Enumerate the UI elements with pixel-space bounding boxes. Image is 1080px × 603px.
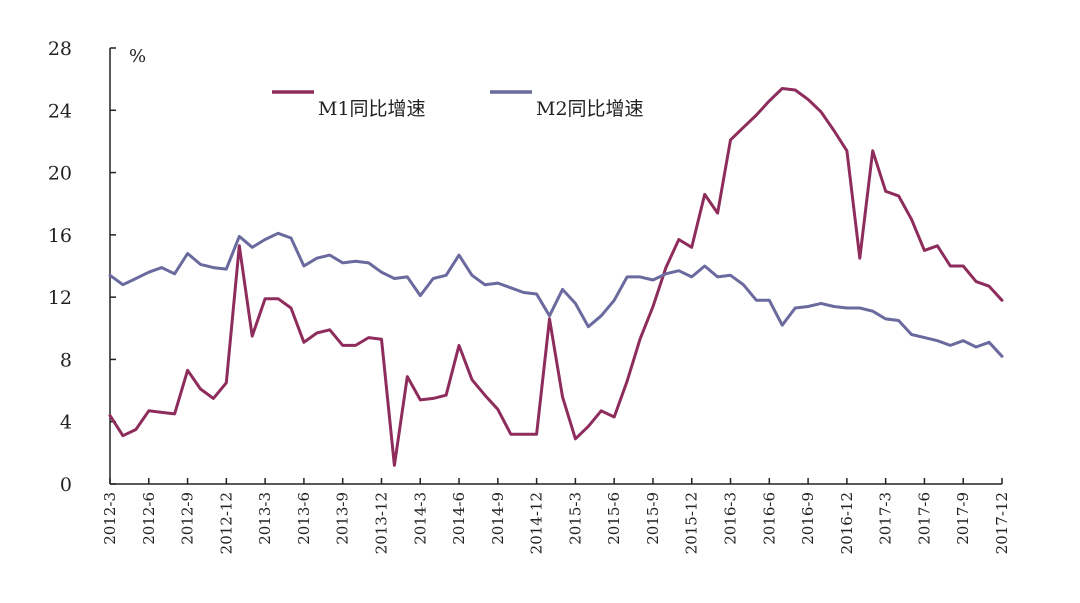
x-tick-label: 2013-3 (256, 492, 274, 545)
x-tick-label: 2014-3 (411, 492, 429, 545)
x-tick-label: 2015-3 (566, 492, 584, 545)
x-ticks: 2012-3 2012-6 2012-9 2012-12 2013-3 2013-6 201… (101, 478, 1011, 554)
x-tick-label: 2015-12 (683, 492, 701, 554)
x-tick-label: 2012-6 (140, 492, 158, 545)
y-tick-label: 24 (48, 100, 72, 122)
x-tick-label: 2016-3 (722, 492, 740, 545)
x-tick-label: 2017-6 (915, 492, 933, 545)
y-tick-label: 0 (60, 474, 72, 496)
x-tick-label: 2017-3 (877, 492, 895, 545)
legend: M1同比增速 M2同比增速 (272, 90, 644, 120)
x-tick-label: 2016-9 (799, 492, 817, 545)
x-tick-label: 2014-12 (528, 492, 546, 554)
x-tick-label: 2013-6 (295, 492, 313, 545)
legend-label: M2同比增速 (536, 98, 644, 120)
series-layer (108, 87, 1004, 467)
x-tick-label: 2015-9 (644, 492, 662, 545)
series-line-m2 (108, 231, 1004, 358)
x-tick-label: 2014-6 (450, 492, 468, 545)
y-tick-label: 8 (60, 349, 72, 371)
legend-label: M1同比增速 (318, 98, 426, 120)
y-tick-label: 16 (48, 225, 72, 247)
x-tick-label: 2012-12 (217, 492, 235, 554)
x-tick-label: 2017-12 (993, 492, 1011, 554)
x-tick-label: 2014-9 (489, 492, 507, 545)
axes (109, 48, 1002, 485)
x-tick-label: 2013-9 (334, 492, 352, 545)
series-line-m1 (108, 87, 1004, 467)
x-tick-label: 2017-9 (954, 492, 972, 545)
y-tick-label: 12 (48, 287, 72, 309)
y-tick-label: 28 (48, 38, 72, 60)
x-tick-label: 2013-12 (372, 492, 390, 554)
y-tick-label: 4 (60, 412, 72, 434)
x-tick-label: 2016-12 (838, 492, 856, 554)
x-tick-label: 2015-6 (605, 492, 623, 545)
y-tick-label: 20 (48, 163, 72, 185)
x-tick-label: 2012-3 (101, 492, 119, 545)
y-ticks: 0 4 8 12 16 20 24 28 (48, 38, 116, 496)
y-axis-unit-label: % (129, 46, 146, 67)
x-tick-label: 2012-9 (179, 492, 197, 545)
x-tick-label: 2016-6 (760, 492, 778, 545)
